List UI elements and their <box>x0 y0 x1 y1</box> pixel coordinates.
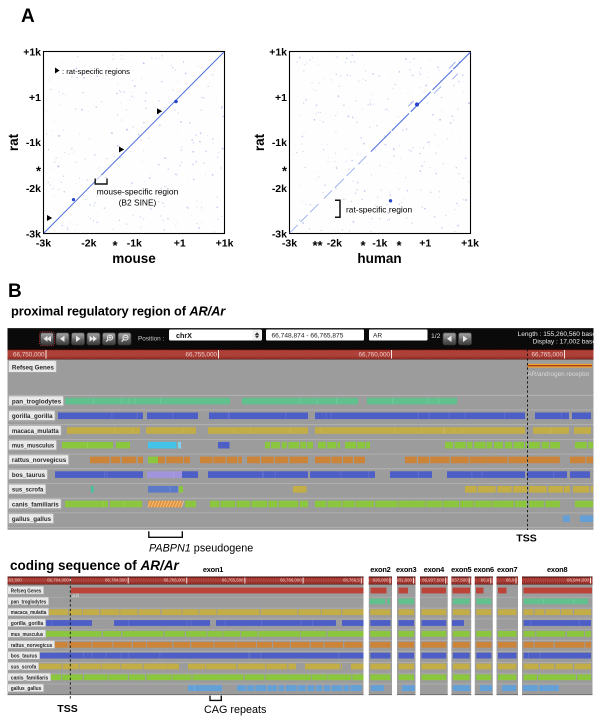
svg-text:66,764,500: 66,764,500 <box>105 578 127 583</box>
svg-text:proximal regulatory region of: proximal regulatory region of AR/Ar <box>11 304 226 319</box>
svg-text:exon5: exon5 <box>451 565 471 574</box>
svg-text:rattus_norvegicus: rattus_norvegicus <box>12 457 67 464</box>
svg-text:926,000: 926,000 <box>373 578 389 583</box>
svg-text:66,944,000: 66,944,000 <box>567 578 590 583</box>
svg-text:Refseq Genes: Refseq Genes <box>11 589 42 595</box>
svg-text:+1k: +1k <box>216 238 234 250</box>
svg-text:66,755,000: 66,755,000 <box>185 352 217 359</box>
svg-text:-2k: -2k <box>272 183 287 195</box>
svg-text:Refseq Genes: Refseq Genes <box>12 365 54 372</box>
svg-text:B: B <box>8 281 22 302</box>
svg-text:pan_troglodytes: pan_troglodytes <box>11 599 47 605</box>
svg-text:66,765,000: 66,765,000 <box>164 578 186 583</box>
svg-text:mus_musculus: mus_musculus <box>11 632 44 638</box>
svg-text:(B2 SINE): (B2 SINE) <box>119 198 157 208</box>
svg-text:66,760,000: 66,760,000 <box>358 352 390 359</box>
svg-text:bos_taurus: bos_taurus <box>11 654 38 660</box>
svg-text:66,748,874 - 66,765,875: 66,748,874 - 66,765,875 <box>272 333 344 340</box>
svg-text:canis_familiaris: canis_familiaris <box>11 675 49 681</box>
svg-text:mouse: mouse <box>112 251 156 266</box>
svg-text:931,500: 931,500 <box>396 578 412 583</box>
svg-text:A: A <box>21 6 35 27</box>
svg-text:Length : 155,260,560 base: Length : 155,260,560 base <box>518 331 597 338</box>
svg-text:66,937,500: 66,937,500 <box>422 578 445 583</box>
svg-text:*: * <box>282 164 288 179</box>
svg-text:sus_scrofa: sus_scrofa <box>12 487 44 494</box>
svg-text:63,500: 63,500 <box>9 578 23 583</box>
svg-text:: rat-specific regions: : rat-specific regions <box>62 67 130 76</box>
svg-text:-2k: -2k <box>327 238 342 250</box>
svg-text:937,500: 937,500 <box>452 578 468 583</box>
svg-text:chrX: chrX <box>176 331 192 340</box>
svg-text:rat: rat <box>6 133 21 151</box>
svg-text:-1k: -1k <box>272 137 287 149</box>
svg-text:exon3: exon3 <box>396 565 416 574</box>
svg-text:CAG repeats: CAG repeats <box>204 704 267 716</box>
svg-text:coding sequence of AR/Ar: coding sequence of AR/Ar <box>10 558 180 573</box>
svg-text:AR/androgen receptor: AR/androgen receptor <box>528 371 590 378</box>
svg-text:exon4: exon4 <box>424 565 445 574</box>
svg-text:human: human <box>357 251 401 266</box>
svg-text:-3k: -3k <box>282 238 297 250</box>
svg-text:macaca_mulatta: macaca_mulatta <box>11 610 47 616</box>
svg-text:+1: +1 <box>29 92 41 104</box>
svg-text:66,750,000: 66,750,000 <box>13 352 45 359</box>
svg-text:AR: AR <box>72 594 79 600</box>
svg-text:sus_scrofa: sus_scrofa <box>11 665 37 671</box>
svg-text:gallus_gallus: gallus_gallus <box>11 686 42 692</box>
svg-text:66,764,000: 66,764,000 <box>47 578 69 583</box>
svg-text:-1k: -1k <box>127 238 142 250</box>
svg-text:+1k: +1k <box>269 47 287 59</box>
svg-text:66,9: 66,9 <box>481 578 490 583</box>
svg-text:+1: +1 <box>174 238 186 250</box>
svg-text:rat: rat <box>252 133 267 151</box>
svg-text:-3k: -3k <box>272 229 287 241</box>
svg-text:+1: +1 <box>275 92 287 104</box>
svg-text:66,766,000: 66,766,000 <box>280 578 302 583</box>
svg-text:Position :: Position : <box>138 335 165 342</box>
svg-text:gorilla_gorilla: gorilla_gorilla <box>12 413 53 420</box>
svg-text:+1k: +1k <box>23 47 41 59</box>
svg-text:-1k: -1k <box>372 238 387 250</box>
svg-text:exon6: exon6 <box>474 565 494 574</box>
svg-text:-2k: -2k <box>26 183 41 195</box>
svg-text:AR: AR <box>373 333 382 340</box>
svg-text:-3k: -3k <box>26 229 41 241</box>
svg-text:*: * <box>396 238 402 253</box>
svg-text:rattus_norvegicus: rattus_norvegicus <box>11 643 53 649</box>
svg-text:PABPN1 pseudogene: PABPN1 pseudogene <box>149 543 253 555</box>
svg-text:-1k: -1k <box>26 137 41 149</box>
svg-text:exon2: exon2 <box>370 565 390 574</box>
svg-text:+1k: +1k <box>461 238 479 250</box>
svg-text:TSS: TSS <box>57 703 77 715</box>
svg-text:1/2: 1/2 <box>431 333 441 340</box>
svg-text:-3k: -3k <box>36 238 51 250</box>
svg-text:Display : 17,002 base: Display : 17,002 base <box>533 339 597 346</box>
svg-text:macaca_mulatta: macaca_mulatta <box>12 428 59 435</box>
svg-text:exon8: exon8 <box>547 565 567 574</box>
svg-text:66,765,500: 66,765,500 <box>222 578 244 583</box>
svg-text:*: * <box>36 164 42 179</box>
svg-text:*: * <box>360 238 366 253</box>
svg-text:*: * <box>112 238 118 253</box>
svg-text:TSS: TSS <box>516 533 536 545</box>
svg-text:mus_musculus: mus_musculus <box>12 443 55 450</box>
svg-text:exon1: exon1 <box>203 565 223 574</box>
svg-text:+1: +1 <box>419 238 431 250</box>
svg-text:**: ** <box>312 238 323 253</box>
svg-text:-2k: -2k <box>81 238 96 250</box>
svg-text:66,766,5: 66,766,5 <box>343 578 360 583</box>
svg-text:pan_troglodytes: pan_troglodytes <box>12 398 62 405</box>
svg-text:66,9: 66,9 <box>506 578 515 583</box>
svg-text:mouse-specific region: mouse-specific region <box>97 187 179 197</box>
svg-text:bos_taurus: bos_taurus <box>12 472 46 479</box>
svg-text:canis_familiaris: canis_familiaris <box>12 501 59 508</box>
svg-text:gorilla_gorilla: gorilla_gorilla <box>11 621 44 627</box>
svg-text:rat-specific region: rat-specific region <box>346 205 412 215</box>
svg-text:gallus_gallus: gallus_gallus <box>12 516 52 523</box>
svg-text:exon7: exon7 <box>497 565 517 574</box>
svg-text:66,765,000: 66,765,000 <box>531 352 563 359</box>
